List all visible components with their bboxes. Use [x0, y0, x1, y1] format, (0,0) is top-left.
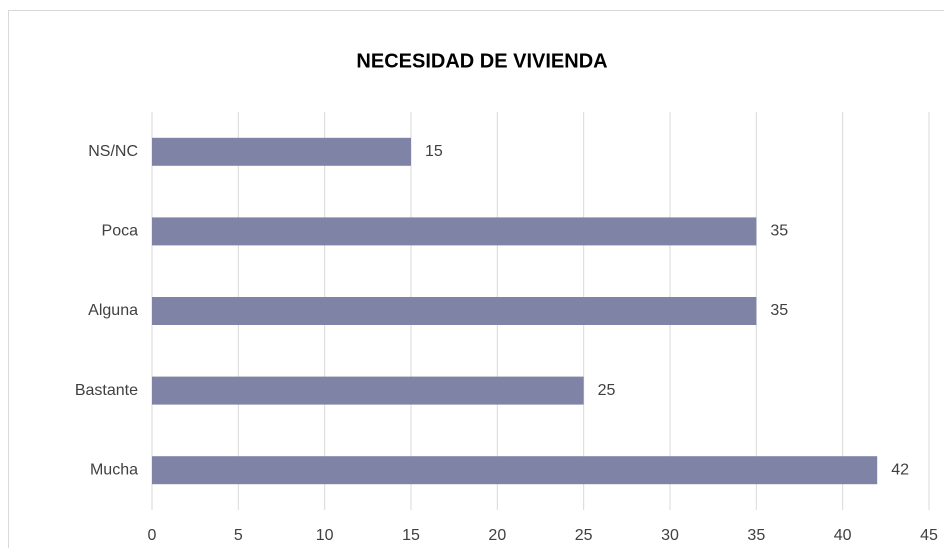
chart-title: NECESIDAD DE VIVIENDA — [356, 50, 607, 72]
x-tick-label: 10 — [316, 527, 334, 544]
y-tick-label: Mucha — [90, 461, 138, 478]
x-tick-label: 35 — [747, 527, 765, 544]
data-label: 25 — [598, 382, 616, 399]
x-tick-label: 20 — [488, 527, 506, 544]
x-tick-label: 15 — [402, 527, 420, 544]
x-tick-label: 25 — [575, 527, 593, 544]
x-tick-label: 45 — [920, 527, 938, 544]
bar — [152, 376, 584, 405]
data-label: 42 — [891, 461, 909, 478]
bar — [152, 217, 757, 246]
x-tick-label: 30 — [661, 527, 679, 544]
bar — [152, 456, 878, 485]
bar — [152, 297, 757, 325]
y-tick-label: Bastante — [75, 382, 138, 399]
data-label: 15 — [425, 143, 443, 160]
y-tick-label: Poca — [102, 223, 139, 240]
y-tick-label: Alguna — [88, 302, 138, 319]
y-tick-label: NS/NC — [88, 143, 138, 160]
x-tick-label: 5 — [234, 527, 243, 544]
x-tick-label: 0 — [148, 527, 157, 544]
data-label: 35 — [770, 302, 788, 319]
bar — [152, 137, 411, 166]
x-tick-label: 40 — [834, 527, 852, 544]
data-label: 35 — [770, 223, 788, 240]
